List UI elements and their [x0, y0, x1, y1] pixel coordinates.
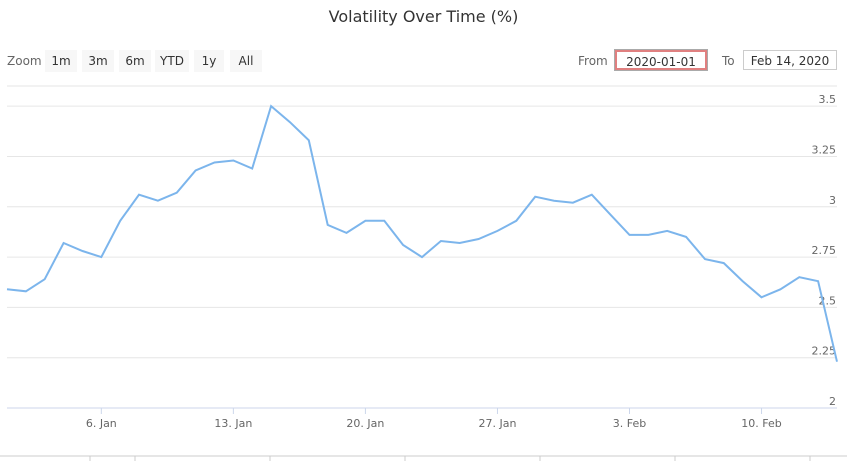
from-label: From: [578, 54, 608, 68]
zoom-ytd-button[interactable]: YTD: [155, 50, 189, 72]
y-tick-label: 3: [829, 194, 836, 207]
y-tick-label: 2.25: [812, 345, 837, 358]
x-tick-label: 20. Jan: [346, 417, 384, 430]
x-tick-label: 6. Jan: [86, 417, 117, 430]
zoom-6m-button[interactable]: 6m: [119, 50, 151, 72]
x-tick-label: 10. Feb: [741, 417, 781, 430]
from-date-input[interactable]: 2020-01-01: [614, 49, 708, 71]
navigator-strip[interactable]: [0, 455, 847, 461]
x-axis-ticks: 6. Jan 13. Jan 20. Jan 27. Jan 3. Feb 10. Feb: [86, 408, 782, 430]
y-tick-label: 2: [829, 395, 836, 408]
x-tick-label: 27. Jan: [478, 417, 516, 430]
grid-lines: [7, 85, 837, 359]
to-label: To: [722, 54, 735, 68]
zoom-1m-button[interactable]: 1m: [45, 50, 77, 72]
y-tick-label: 2.75: [812, 244, 837, 257]
zoom-1y-button[interactable]: 1y: [194, 50, 224, 72]
y-tick-label: 3.5: [819, 93, 837, 106]
chart-title: Volatility Over Time (%): [328, 7, 519, 26]
zoom-3m-button[interactable]: 3m: [82, 50, 114, 72]
series-line: [6, 104, 838, 362]
to-date-input[interactable]: Feb 14, 2020: [743, 50, 837, 70]
x-tick-label: 13. Jan: [214, 417, 252, 430]
x-tick-label: 3. Feb: [613, 417, 646, 430]
zoom-label: Zoom: [7, 54, 42, 68]
y-tick-label: 3.25: [812, 143, 837, 156]
zoom-all-button[interactable]: All: [230, 50, 262, 72]
